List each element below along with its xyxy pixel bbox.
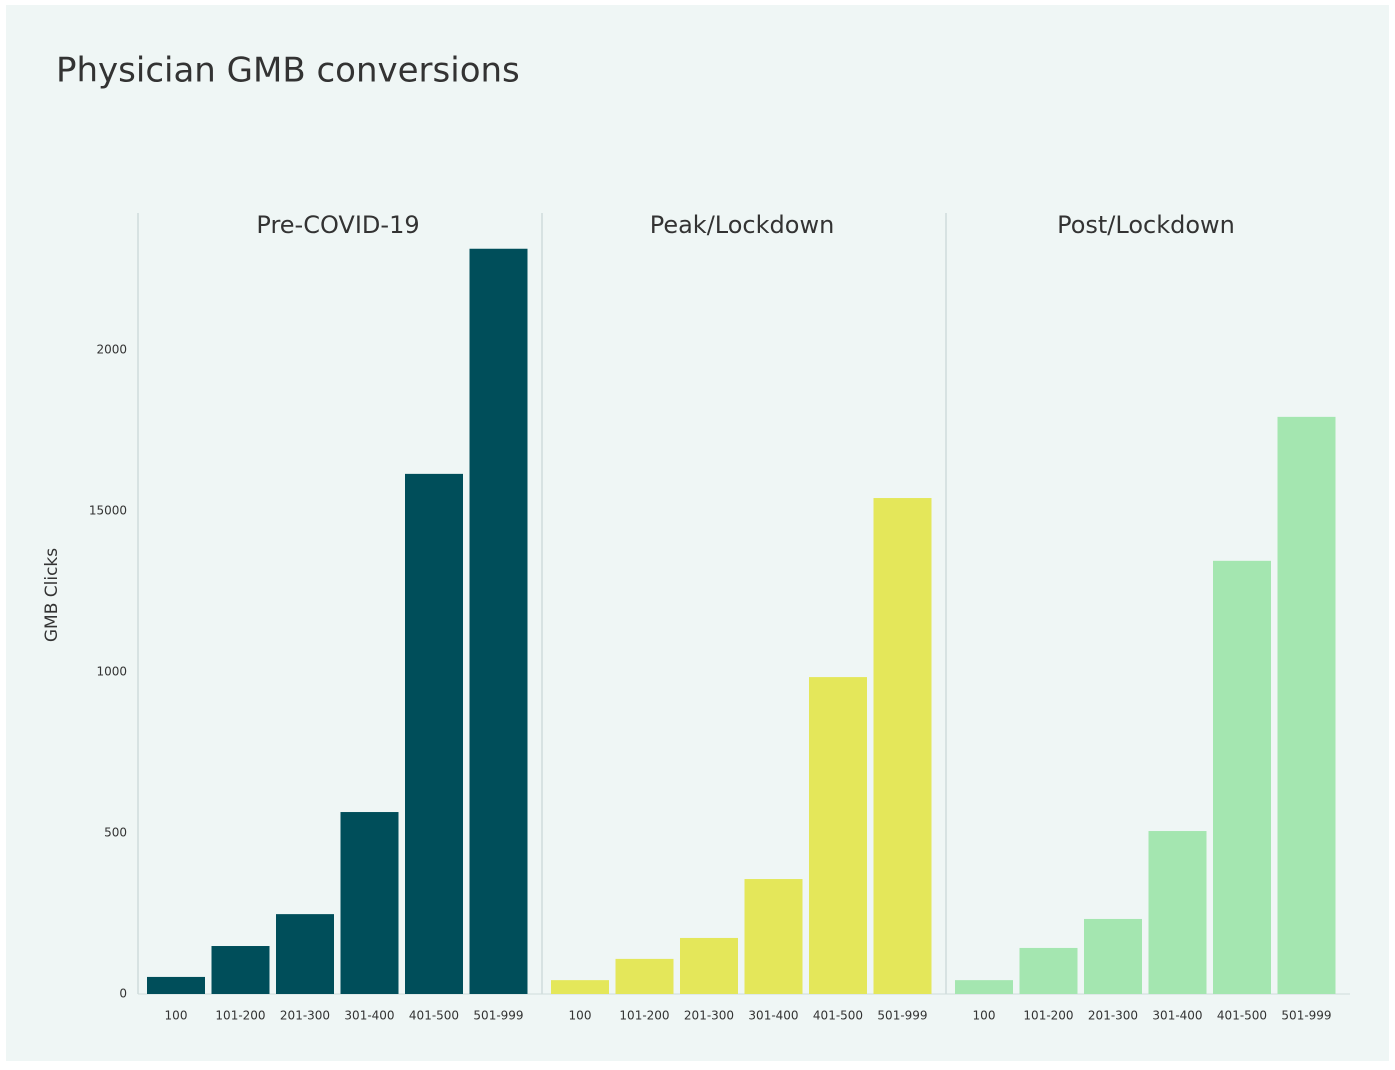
x-tick-label: 101-200 bbox=[215, 1009, 265, 1023]
x-tick-label: 401-500 bbox=[1217, 1009, 1267, 1023]
bar bbox=[615, 958, 674, 994]
bar bbox=[1084, 918, 1142, 994]
x-tick-label: 301-400 bbox=[1152, 1009, 1202, 1023]
x-tick-label: 501-999 bbox=[877, 1009, 927, 1023]
bar bbox=[873, 498, 932, 994]
x-tick-label: 100 bbox=[165, 1009, 188, 1023]
bar bbox=[1213, 560, 1271, 994]
x-tick-label: 301-400 bbox=[344, 1009, 394, 1023]
y-tick-label: 500 bbox=[104, 825, 127, 839]
panel-title: Peak/Lockdown bbox=[650, 211, 835, 239]
x-tick-label: 501-999 bbox=[473, 1009, 523, 1023]
bar bbox=[809, 677, 867, 994]
bar bbox=[680, 937, 738, 994]
y-tick-label: 2000 bbox=[96, 342, 127, 356]
x-tick-label: 100 bbox=[569, 1009, 592, 1023]
bar bbox=[551, 980, 609, 994]
y-tick-label: 0 bbox=[119, 987, 127, 1001]
bar bbox=[147, 976, 205, 994]
x-tick-label: 401-500 bbox=[813, 1009, 863, 1023]
x-tick-label: 501-999 bbox=[1281, 1009, 1331, 1023]
x-tick-label: 201-300 bbox=[280, 1009, 330, 1023]
chart-title: Physician GMB conversions bbox=[56, 51, 520, 91]
y-tick-label: 15000 bbox=[89, 503, 127, 517]
bar bbox=[1277, 416, 1336, 995]
x-tick-label: 201-300 bbox=[684, 1009, 734, 1023]
y-axis-label: GMB Clicks bbox=[42, 548, 62, 642]
panel-title: Post/Lockdown bbox=[1057, 211, 1235, 239]
panel-title: Pre-COVID-19 bbox=[256, 211, 419, 239]
x-tick-label: 100 bbox=[973, 1009, 996, 1023]
x-tick-label: 101-200 bbox=[1023, 1009, 1073, 1023]
bar bbox=[340, 812, 399, 994]
x-tick-label: 301-400 bbox=[748, 1009, 798, 1023]
bar bbox=[405, 473, 463, 994]
x-tick-label: 401-500 bbox=[409, 1009, 459, 1023]
bar bbox=[276, 914, 334, 994]
bar bbox=[211, 946, 270, 994]
x-tick-label: 101-200 bbox=[619, 1009, 669, 1023]
bar bbox=[1148, 831, 1207, 994]
x-tick-label: 201-300 bbox=[1088, 1009, 1138, 1023]
bar bbox=[744, 879, 803, 994]
bar bbox=[469, 248, 528, 994]
bar bbox=[955, 980, 1013, 994]
y-tick-label: 1000 bbox=[96, 664, 127, 678]
bar bbox=[1019, 947, 1078, 994]
